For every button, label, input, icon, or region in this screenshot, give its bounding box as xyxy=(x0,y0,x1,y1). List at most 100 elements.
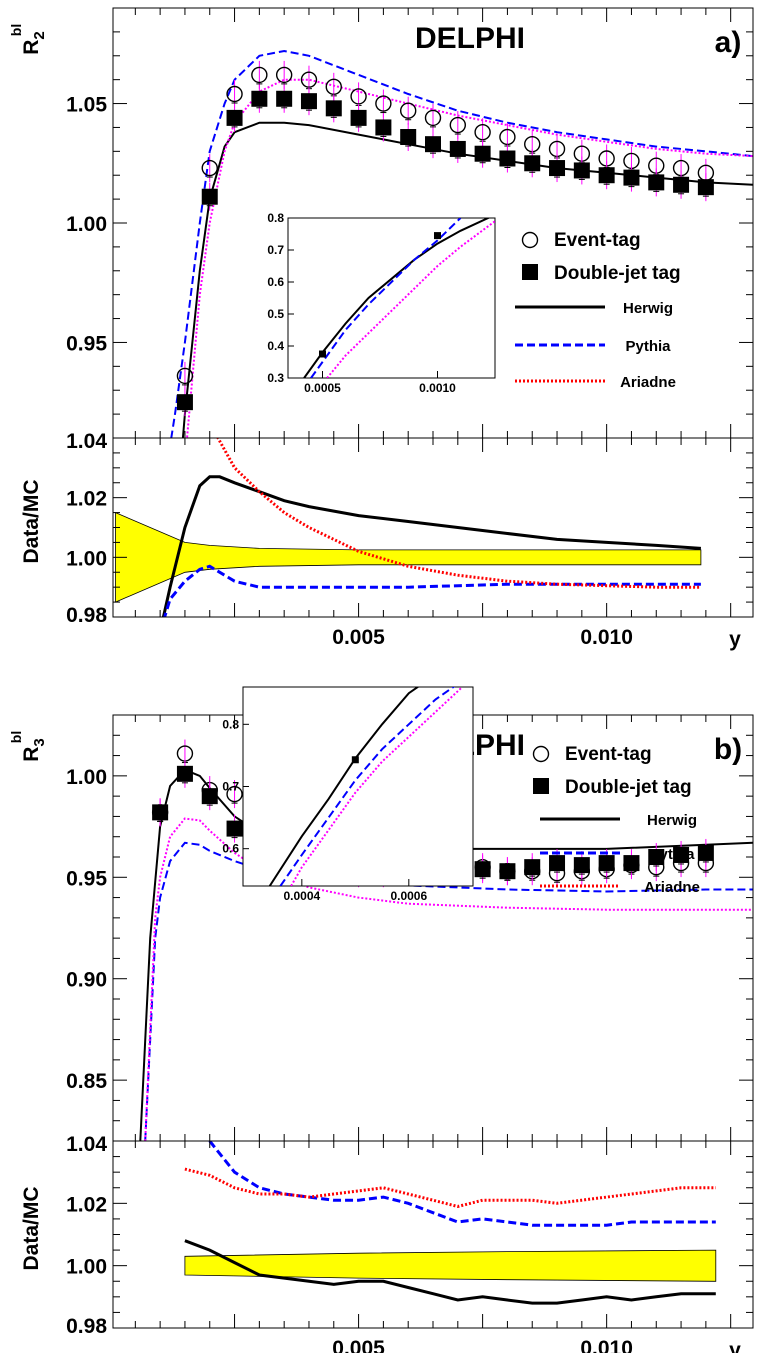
event-tag-point xyxy=(399,102,417,119)
double-jet-point xyxy=(449,140,466,157)
y-axis-title-main: R xyxy=(20,747,43,762)
x-tick-label: 0.010 xyxy=(580,626,633,649)
legend-herwig-label: Herwig xyxy=(647,812,697,829)
legend-double-jet-label: Double-jet tag xyxy=(565,777,692,798)
inset-y-tick-label: 0.8 xyxy=(267,211,284,225)
double-jet-point xyxy=(697,844,714,861)
figure-panel-b: 0.005 0.010 y 0.85 0.90 0.95 1.00 0.98 1.00 1.02 1… xyxy=(8,686,754,1353)
double-jet-point xyxy=(673,846,690,863)
double-jet-point xyxy=(598,855,615,872)
inset-x-tick-label: 0.0006 xyxy=(390,889,427,903)
main-herwig-curve xyxy=(181,121,753,438)
double-jet-point xyxy=(400,129,417,145)
y-tick-label: 1.00 xyxy=(66,213,107,236)
inset-y-tick-label: 0.8 xyxy=(222,717,239,731)
double-jet-point xyxy=(524,155,541,172)
double-jet-point xyxy=(573,162,590,179)
inset-y-tick-label: 0.6 xyxy=(267,275,284,289)
legend-pythia-label: Pythia xyxy=(625,338,671,355)
ratio-pythia-curve xyxy=(208,1141,716,1227)
inset-ariadne-curve xyxy=(326,220,495,378)
double-jet-point xyxy=(201,788,218,805)
y-tick-label: 0.95 xyxy=(66,332,107,355)
ratio-axis-title: Data/MC xyxy=(20,479,43,563)
y-tick-label: 0.90 xyxy=(66,969,107,992)
event-tag-point xyxy=(375,95,392,112)
y-axis-title: R2 xyxy=(20,31,48,55)
double-jet-point xyxy=(598,167,615,184)
event-tag-point xyxy=(251,66,268,84)
legend-double-jet-marker xyxy=(533,778,549,794)
x-tick-label: 0.010 xyxy=(580,1337,633,1353)
legend-event-tag-label: Event-tag xyxy=(554,230,641,251)
y-tick-label: 1.02 xyxy=(66,1193,107,1216)
inset-ariadne-curve xyxy=(290,687,463,886)
legend-double-jet-marker xyxy=(522,264,538,280)
y-tick-label: 1.00 xyxy=(66,766,107,789)
y-tick-label: 1.05 xyxy=(66,94,107,117)
panel-label: b) xyxy=(714,733,742,766)
x-tick-label: 0.005 xyxy=(332,626,385,649)
y-tick-label: 0.95 xyxy=(66,867,107,890)
inset-y-tick-label: 0.6 xyxy=(222,842,239,856)
double-jet-point xyxy=(350,109,367,126)
x-axis-label: y xyxy=(729,628,741,651)
ratio-herwig-curve xyxy=(161,475,702,617)
event-tag-point xyxy=(226,785,243,803)
y-tick-label: 0.98 xyxy=(66,604,107,627)
legend-ariadne-label: Ariadne xyxy=(644,879,700,896)
event-tag-point xyxy=(226,85,243,103)
inset-x-tick-label: 0.0004 xyxy=(283,889,320,903)
y-axis-title-main: R xyxy=(20,40,43,55)
event-tag-point xyxy=(449,116,467,134)
double-jet-point xyxy=(499,150,516,167)
main-pythia-curve xyxy=(170,49,753,438)
y-tick-label: 0.98 xyxy=(66,1315,107,1338)
inset-y-tick-label: 0.7 xyxy=(222,780,239,794)
double-jet-point xyxy=(648,849,665,865)
double-jet-point xyxy=(276,90,293,107)
inset-y-tick-label: 0.7 xyxy=(267,243,284,257)
double-jet-point xyxy=(325,100,342,117)
legend-herwig-label: Herwig xyxy=(623,300,673,317)
event-tag-point xyxy=(176,367,194,385)
double-jet-point xyxy=(176,765,193,782)
double-jet-point xyxy=(549,855,566,872)
ratio-ariadne-curve xyxy=(216,438,701,589)
double-jet-point xyxy=(524,859,541,876)
y-tick-label: 0.85 xyxy=(66,1070,107,1093)
double-jet-point xyxy=(152,804,169,821)
inset-y-tick-label: 0.4 xyxy=(267,339,284,353)
double-jet-point xyxy=(573,857,590,874)
double-jet-point xyxy=(425,136,441,153)
y-axis-title: R3 xyxy=(20,738,48,762)
inset-data-point xyxy=(351,756,359,764)
y-axis-title-sub: 2 xyxy=(31,31,48,39)
double-jet-point xyxy=(375,119,392,136)
uncertainty-band xyxy=(184,1249,717,1282)
event-tag-point xyxy=(424,109,442,127)
inset-herwig-curve xyxy=(303,218,491,378)
double-jet-point xyxy=(623,855,640,872)
inset-x-tick-label: 0.0010 xyxy=(419,381,456,395)
uncertainty-band xyxy=(115,511,702,603)
chart-title: DELPHI xyxy=(415,22,525,55)
legend-event-tag-marker xyxy=(532,745,550,763)
double-jet-point xyxy=(251,90,268,107)
y-tick-label: 1.02 xyxy=(66,488,107,511)
inset-pythia-curve xyxy=(310,218,462,378)
double-jet-point xyxy=(697,179,714,196)
double-jet-point xyxy=(300,93,317,110)
inset-pythia-curve xyxy=(279,687,456,886)
inset-data-point xyxy=(434,232,441,240)
legend-ariadne-label: Ariadne xyxy=(620,374,676,391)
x-axis-label: y xyxy=(729,1339,741,1353)
ratio-frame xyxy=(112,1140,754,1329)
double-jet-point xyxy=(673,176,690,193)
y-tick-label: 1.04 xyxy=(66,430,107,453)
inset-data-point xyxy=(319,350,326,358)
double-jet-point xyxy=(648,174,665,191)
legend-pythia-label: Pythia xyxy=(649,846,695,863)
ratio-herwig-curve xyxy=(184,1239,716,1305)
